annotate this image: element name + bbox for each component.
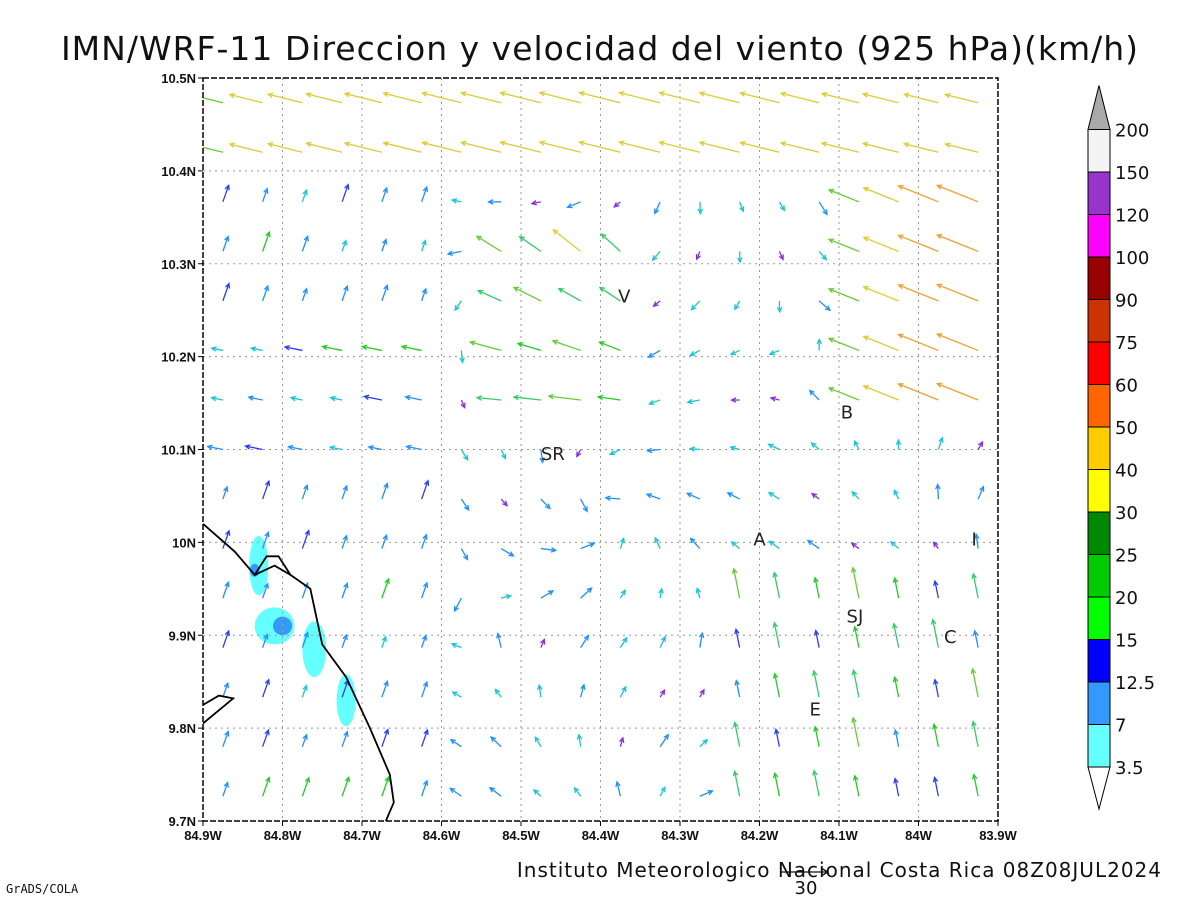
colorbar-label: 200	[1115, 121, 1149, 142]
location-label-v: V	[618, 286, 631, 307]
colorbar-label: 7	[1115, 716, 1126, 737]
colorbar-label: 100	[1115, 248, 1149, 269]
colorbar-segment	[1088, 427, 1110, 470]
shaded-area-3.5	[302, 621, 326, 677]
colorbar-segment	[1088, 470, 1110, 513]
location-label-e: E	[809, 700, 820, 721]
plot-area: V B SR A I SJ C E	[192, 78, 998, 821]
colorbar-label: 40	[1115, 461, 1138, 482]
location-label-sr: SR	[541, 444, 565, 465]
wind-vector-head	[192, 144, 197, 148]
y-axis: 9.7N 9.8N 9.9N 10N 10.1N 10.2N 10.3N 10.4N 10.5N	[161, 71, 203, 829]
colorbar-label: 15	[1115, 631, 1138, 652]
location-label-a: A	[753, 530, 766, 551]
colorbar-label: 30	[1115, 503, 1138, 524]
colorbar-label: 25	[1115, 546, 1138, 567]
colorbar-segment	[1088, 597, 1110, 640]
colorbar-label: 20	[1115, 588, 1138, 609]
colorbar-label: 3.5	[1115, 758, 1144, 779]
colorbar-label: 90	[1115, 291, 1138, 312]
colorbar-segment	[1088, 385, 1110, 428]
colorbar-below-triangle	[1088, 767, 1110, 809]
colorbar-segment	[1088, 342, 1110, 385]
x-tick-label: 84.4W	[582, 828, 620, 843]
footer-text: Instituto Meteorologico Nacional Costa R…	[517, 858, 1162, 882]
colorbar-segment	[1088, 257, 1110, 300]
colorbar-segment	[1088, 130, 1110, 173]
reference-vector-value: 30	[795, 878, 818, 899]
chart-title: IMN/WRF-11 Direccion y velocidad del vie…	[61, 29, 1139, 68]
y-tick-label: 9.8N	[169, 721, 196, 736]
colorbar-label: 120	[1115, 206, 1149, 227]
colorbar-label: 12.5	[1115, 673, 1155, 694]
x-tick-label: 84.5W	[502, 828, 540, 843]
y-tick-label: 10.5N	[161, 71, 196, 86]
x-axis: 84.9W 84.8W 84.7W 84.6W 84.5W 84.4W 84.3W 84.2W…	[184, 821, 1017, 843]
x-tick-label: 84.8W	[264, 828, 302, 843]
x-tick-label: 84W	[905, 828, 932, 843]
y-tick-label: 10.3N	[161, 257, 196, 272]
colorbar-segment	[1088, 640, 1110, 683]
colorbar-segment	[1088, 172, 1110, 215]
y-tick-label: 10.2N	[161, 350, 196, 365]
x-tick-label: 84.2W	[741, 828, 779, 843]
location-label-i: I	[971, 530, 976, 551]
y-tick-label: 10.1N	[161, 443, 196, 458]
y-tick-label: 9.7N	[169, 814, 196, 829]
colorbar-segment	[1088, 555, 1110, 598]
colorbar-label: 150	[1115, 163, 1149, 184]
colorbar: 3.5 7 12.5 15 20 25 30 40 50 60 75 90 100 120 150 200	[1088, 86, 1155, 810]
colorbar-segment	[1088, 215, 1110, 258]
location-label-c: C	[944, 627, 957, 648]
colorbar-segment	[1088, 725, 1110, 768]
y-tick-label: 10.4N	[161, 164, 196, 179]
colorbar-above-triangle	[1088, 86, 1110, 130]
colorbar-segment	[1088, 682, 1110, 725]
colorbar-label: 60	[1115, 376, 1138, 397]
x-tick-label: 84.3W	[661, 828, 699, 843]
location-label-sj: SJ	[847, 607, 864, 628]
location-label-b: B	[841, 402, 853, 423]
colorbar-segment	[1088, 512, 1110, 555]
colorbar-segment	[1088, 300, 1110, 343]
x-tick-label: 84.6W	[423, 828, 461, 843]
x-tick-label: 84.7W	[343, 828, 381, 843]
y-tick-label: 10N	[172, 535, 196, 550]
credit-text: GrADS/COLA	[6, 882, 79, 896]
colorbar-label: 50	[1115, 418, 1138, 439]
colorbar-label: 75	[1115, 333, 1138, 354]
x-tick-label: 83.9W	[979, 828, 1017, 843]
wind-vector-head	[192, 94, 197, 98]
x-tick-label: 84.9W	[184, 828, 222, 843]
y-tick-label: 9.9N	[169, 628, 196, 643]
x-tick-label: 84.1W	[820, 828, 858, 843]
